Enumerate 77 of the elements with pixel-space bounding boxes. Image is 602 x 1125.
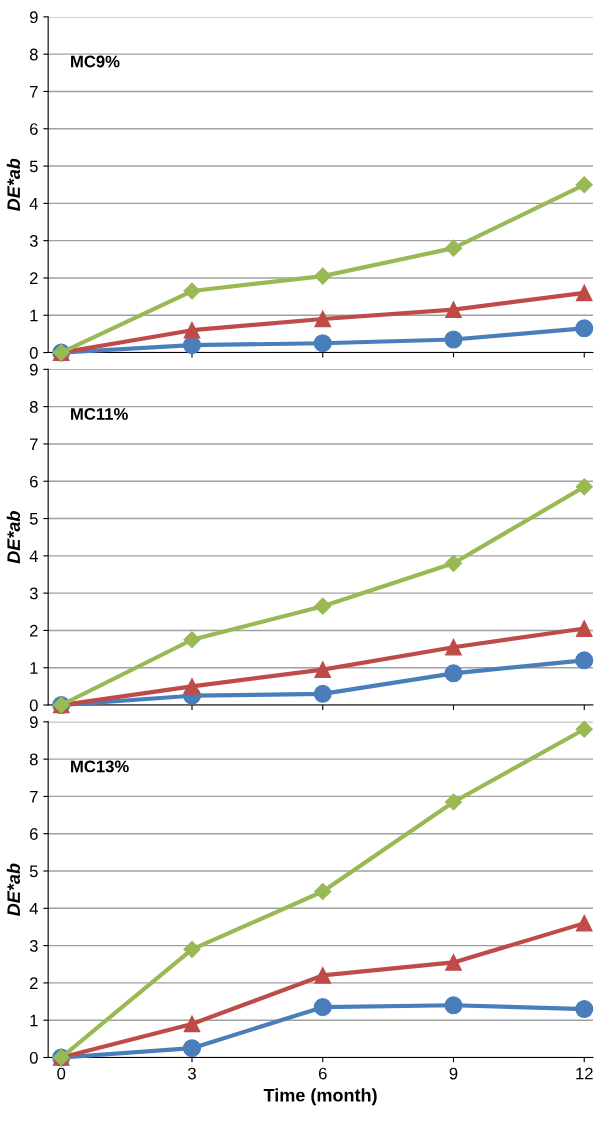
y-tick-label: 9 [29, 11, 38, 24]
point [575, 999, 594, 1019]
point [575, 176, 593, 194]
point [183, 321, 201, 339]
y-tick-label: 7 [30, 438, 38, 450]
point [444, 996, 463, 1015]
y-tick-label: 4 [29, 197, 38, 210]
y-tick-label: 6 [30, 123, 38, 135]
point [183, 631, 201, 649]
y-axis-title: DE*ab [6, 863, 21, 916]
point [314, 310, 332, 328]
point [575, 478, 593, 496]
point [575, 720, 593, 738]
y-tick-label: 1 [30, 1014, 38, 1027]
y-axis-title: DE*ab [6, 511, 21, 564]
point [444, 239, 463, 257]
y-axis-title: DE*ab [6, 158, 21, 211]
point [183, 282, 201, 300]
y-tick-label: 0 [29, 346, 38, 359]
point [575, 319, 594, 338]
point [575, 284, 593, 302]
text: MC13% [71, 760, 129, 773]
y-tick-label: 2 [30, 624, 38, 637]
point [444, 664, 463, 683]
y-tick-label: 5 [29, 160, 38, 173]
y-tick-label: 9 [29, 716, 38, 729]
point [575, 651, 594, 670]
point [183, 940, 201, 958]
y-tick-label: 1 [30, 309, 38, 322]
x-tick-label: 9 [449, 1067, 458, 1080]
point [314, 882, 332, 901]
y-tick-label: 0 [29, 1051, 38, 1064]
y-tick-label: 3 [29, 940, 38, 952]
y-tick-label: 7 [30, 86, 38, 98]
y-tick-label: 4 [29, 902, 38, 915]
x-tick-label: 12 [576, 1067, 593, 1080]
point [444, 554, 463, 572]
y-tick-label: 8 [29, 753, 38, 766]
point [314, 661, 332, 678]
y-tick-label: 3 [29, 587, 38, 600]
point [183, 678, 201, 695]
y-tick-label: 1 [30, 662, 38, 674]
point [575, 620, 593, 637]
point [313, 684, 332, 703]
y-tick-label: 5 [29, 865, 38, 878]
y-tick-label: 5 [29, 513, 38, 525]
y-tick-label: 4 [29, 550, 38, 562]
x-axis-title: Time (month) [263, 1088, 377, 1106]
y-tick-label: 2 [30, 977, 38, 989]
point [444, 793, 463, 811]
y-tick-label: 6 [30, 828, 38, 840]
point [445, 954, 462, 971]
point [313, 998, 332, 1017]
point [444, 330, 463, 349]
point [182, 1039, 202, 1058]
y-tick-label: 9 [29, 363, 38, 376]
x-tick-label: 6 [318, 1067, 327, 1080]
point [445, 638, 462, 656]
point [314, 967, 332, 984]
text: MC11% [71, 408, 128, 420]
point [575, 914, 593, 932]
text: MC9% [71, 55, 120, 68]
y-tick-label: 0 [29, 699, 38, 712]
y-tick-label: 8 [29, 401, 38, 413]
y-tick-label: 7 [30, 790, 38, 803]
point [183, 1015, 201, 1033]
point [313, 334, 332, 353]
x-tick-label: 0 [57, 1067, 66, 1080]
point [182, 336, 202, 355]
point [314, 597, 332, 615]
y-tick-label: 8 [29, 48, 38, 61]
y-tick-label: 2 [30, 272, 38, 284]
x-tick-label: 3 [187, 1067, 196, 1080]
point [314, 267, 332, 285]
point [445, 301, 462, 319]
y-tick-label: 6 [30, 475, 38, 488]
y-tick-label: 3 [29, 235, 38, 247]
